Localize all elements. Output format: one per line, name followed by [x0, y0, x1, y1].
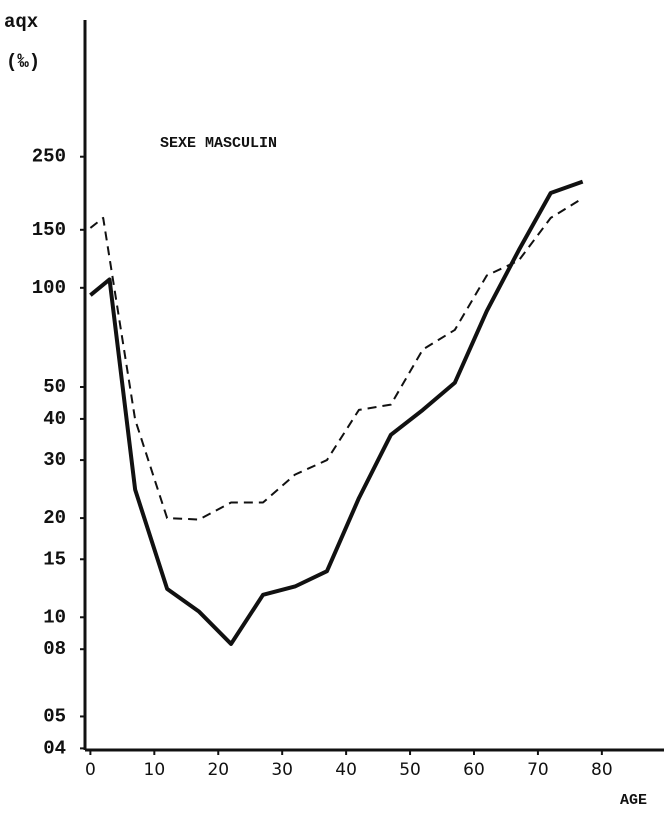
x-tick-label: 30: [271, 760, 293, 780]
x-axis-label: AGE: [620, 792, 647, 809]
y-axis-label: aqx: [4, 11, 38, 33]
y-tick-label: 40: [43, 408, 66, 430]
y-tick-label: 10: [43, 606, 66, 628]
y-tick-label: 20: [43, 507, 66, 529]
y-tick-label: 05: [43, 705, 66, 727]
x-tick-label: 0: [85, 760, 96, 780]
line-series: [89, 197, 584, 521]
y-tick-label: 150: [32, 219, 66, 241]
x-tick-label: 20: [207, 760, 229, 780]
y-axis-unit: (‰): [6, 51, 40, 73]
y-tick-label: 15: [43, 548, 66, 570]
y-tick-label: 30: [43, 449, 66, 471]
y-tick-label: 50: [43, 376, 66, 398]
x-tick-label: 80: [591, 760, 613, 780]
x-tick-label: 50: [399, 760, 421, 780]
annotation: SEXE MASCULIN: [160, 135, 277, 152]
line-series: [89, 179, 584, 646]
x-tick-label: 10: [144, 760, 166, 780]
x-tick-label: 60: [463, 760, 485, 780]
y-tick-label: 100: [32, 277, 66, 299]
y-tick-label: 08: [43, 638, 66, 660]
y-tick-label: 04: [43, 737, 66, 759]
y-tick-label: 250: [32, 146, 66, 168]
x-tick-label: 70: [527, 760, 549, 780]
x-tick-label: 40: [335, 760, 357, 780]
